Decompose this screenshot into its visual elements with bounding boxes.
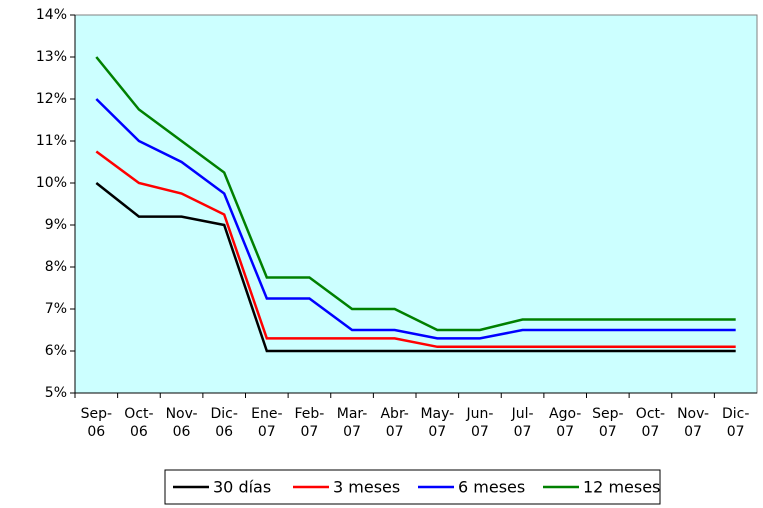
x-tick-label: Abr-07 [380, 406, 408, 440]
y-tick-label: 5% [45, 385, 67, 401]
y-tick-label: 11% [36, 133, 67, 149]
plot-area [74, 14, 758, 394]
x-tick-label: Nov-07 [677, 406, 709, 440]
legend-label: 3 meses [333, 478, 400, 497]
x-tick-label: Sep-07 [592, 406, 623, 440]
y-tick-label: 13% [36, 49, 67, 65]
x-tick-label: Mar-07 [337, 406, 368, 440]
legend-label: 30 días [213, 478, 271, 497]
series-line [95, 150, 736, 349]
x-tick-label: Sep-06 [81, 406, 112, 440]
x-tick-label: Feb-07 [295, 406, 325, 440]
y-tick-label: 12% [36, 91, 67, 107]
x-tick-label: Oct-07 [636, 406, 665, 440]
x-tick-label: Dic-06 [210, 406, 237, 440]
x-tick-label: Dic-07 [722, 406, 749, 440]
y-tick-label: 7% [45, 301, 67, 317]
x-tick-label: Jul-07 [511, 406, 534, 440]
legend-label: 12 meses [583, 478, 660, 497]
x-tick-label: Jun-07 [465, 406, 493, 440]
y-tick-label: 6% [45, 343, 67, 359]
series-line [95, 98, 736, 340]
x-tick-label: May-07 [420, 406, 454, 440]
y-tick-label: 14% [36, 7, 67, 23]
legend-label: 6 meses [458, 478, 525, 497]
y-tick-label: 9% [45, 217, 67, 233]
y-tick-label: 8% [45, 259, 67, 275]
x-tick-label: Ene-07 [251, 406, 282, 440]
series-line [95, 56, 736, 332]
x-tick-label: Ago-07 [549, 406, 581, 440]
series-line [95, 182, 736, 353]
x-tick-label: Nov-06 [166, 406, 198, 440]
x-tick-label: Oct-06 [124, 406, 153, 440]
y-tick-label: 10% [36, 175, 67, 191]
